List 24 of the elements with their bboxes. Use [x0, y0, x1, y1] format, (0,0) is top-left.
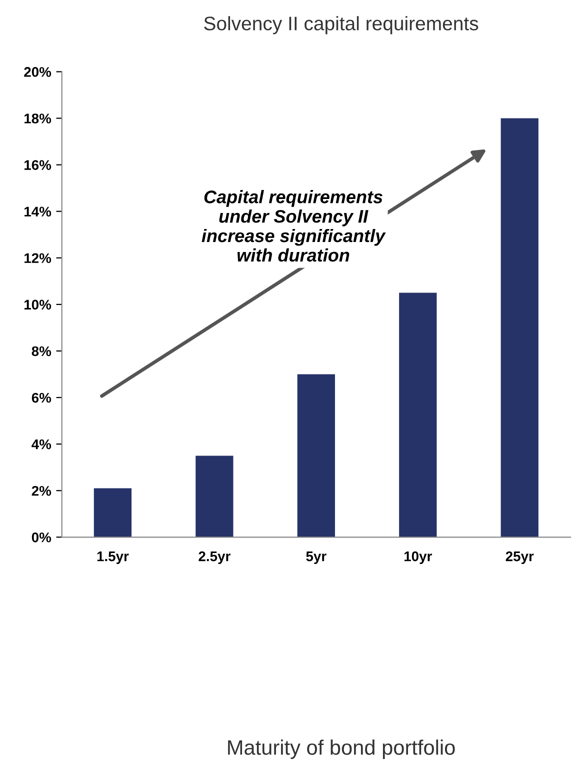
x-tick-label: 25yr	[506, 551, 534, 564]
y-tick-label: 8%	[32, 346, 52, 356]
y-tick-label: 16%	[24, 160, 52, 170]
x-tick-label: 2.5yr	[198, 551, 230, 564]
y-tick-label: 4%	[32, 439, 52, 450]
y-tick-label: 12%	[24, 253, 52, 264]
bar	[297, 374, 335, 538]
y-tick-label: 14%	[24, 206, 52, 216]
bar	[94, 488, 132, 538]
x-tick-label: 10yr	[404, 551, 432, 564]
bar	[196, 456, 234, 538]
y-tick-label: 6%	[32, 392, 52, 403]
y-tick-label: 10%	[24, 300, 52, 310]
y-tick-label: 2%	[32, 486, 52, 496]
x-tick-label: 5yr	[306, 552, 326, 564]
bar	[399, 292, 437, 538]
bar	[500, 118, 538, 538]
y-tick-label: 20%	[24, 67, 52, 77]
y-tick-label: 18%	[24, 114, 52, 124]
annotation: Capital requirements under Solvency II increase significantly with duration	[202, 190, 386, 262]
chart-title: Solvency II capital requirements	[204, 16, 478, 34]
text: Maturity of bond portfolio	[228, 740, 455, 759]
y-tick-label: 0%	[32, 532, 52, 542]
x-tick-label: 1.5yr	[97, 552, 129, 564]
